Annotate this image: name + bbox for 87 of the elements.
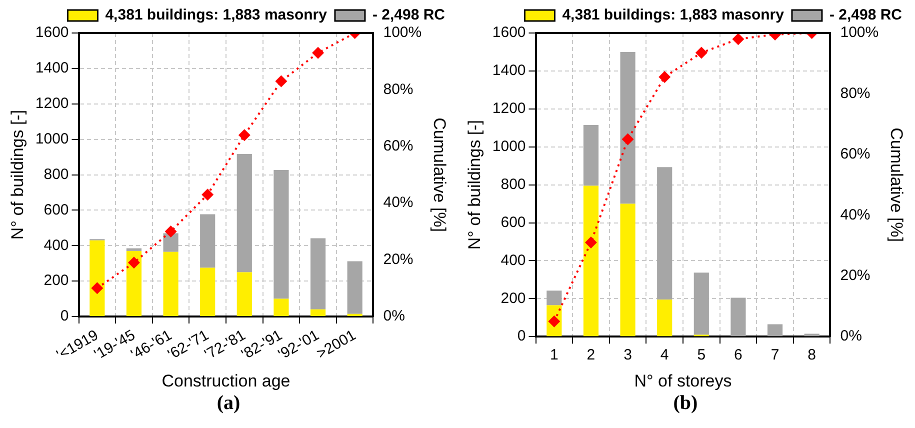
bar [730,298,746,336]
y-tick-label: 200 [44,272,69,290]
bar [90,240,105,316]
bar [657,300,672,336]
legend-label: - 2,498 RC [829,6,902,24]
point [164,225,177,238]
bar [694,272,709,335]
y2-axis-title: Cumulative [%] [430,118,450,232]
y-tick-label: 1200 [35,95,69,112]
bar [236,272,252,316]
y-tick-label: 0 [60,308,69,325]
y2-tick-label: 80% [840,84,870,102]
y2-tick-label: 60% [383,138,414,155]
x-tick-label: 2 [586,346,596,364]
bar [126,250,142,316]
legend-label: 4,381 buildings: 1,883 masonry [105,6,328,24]
bar [546,290,562,306]
x-axis-title: Construction age [162,371,290,390]
legend-label: - 2,498 RC [372,6,446,24]
y2-tick-label: 20% [840,267,870,284]
point [275,75,288,88]
bar [163,252,178,316]
bar [274,170,289,299]
x-axis-title: N° of storeys [634,371,732,390]
y-tick-label: 1000 [492,138,526,155]
bar [274,298,289,316]
y-axis-title: N° of buildings [-] [464,120,484,250]
y-tick-label: 400 [44,236,69,254]
y2-tick-label: 0% [383,308,405,325]
y2-tick-label: 100% [840,24,879,42]
y2-tick-label: 60% [840,146,870,163]
bar [126,248,142,251]
bar [583,125,599,186]
y-tick-label: 800 [500,176,526,193]
point [312,46,324,59]
bar [310,309,326,316]
bar [347,314,362,316]
y-axis-title: N° of buildings [-] [8,110,27,240]
bar [236,154,252,272]
y-tick-label: 1000 [35,130,69,148]
y-tick-label: 1400 [492,62,526,80]
y-tick-label: 400 [500,252,526,269]
point [584,236,597,248]
point [238,129,250,142]
y-tick-label: 1600 [35,24,69,42]
y2-tick-label: 40% [383,194,414,212]
x-tick-label: 7 [770,346,780,364]
y-tick-label: 200 [500,290,526,307]
bar [200,214,216,268]
y-tick-label: 600 [44,201,69,218]
y2-tick-label: 80% [383,80,414,98]
bar [347,261,362,314]
point [658,71,671,84]
point [732,33,744,46]
point [695,46,708,59]
point [91,282,104,294]
x-tick-label: 4 [660,346,669,364]
y-tick-label: 1200 [492,100,526,118]
x-tick-label: 1 [550,346,558,364]
point [128,256,140,269]
x-tick-label: 6 [734,346,742,364]
bar [620,204,636,336]
bar [583,186,599,336]
bar [657,167,672,300]
bar [163,233,178,252]
y-tick-label: 800 [44,166,69,183]
y2-tick-label: 100% [383,24,422,42]
bar [200,268,216,316]
point [202,188,214,201]
point [622,133,634,146]
text: (b) [672,392,699,415]
y2-tick-label: 20% [383,250,414,268]
y-tick-label: 600 [500,214,526,231]
bar [310,238,326,310]
x-tick-label: 3 [624,346,632,364]
y2-tick-label: 40% [840,206,870,224]
bar [767,324,783,336]
y-tick-label: 1600 [492,24,526,42]
x-tick-label: 8 [808,346,816,364]
y2-tick-label: 0% [840,328,862,345]
y2-axis-title: Cumulative [%] [887,128,906,242]
legend-label: 4,381 buildings: 1,883 masonry [562,6,785,24]
text: (a) [216,392,242,415]
y-tick-label: 1400 [35,60,69,77]
bar [620,52,636,204]
y-tick-label: 0 [517,328,526,345]
x-tick-label: 5 [697,346,706,364]
